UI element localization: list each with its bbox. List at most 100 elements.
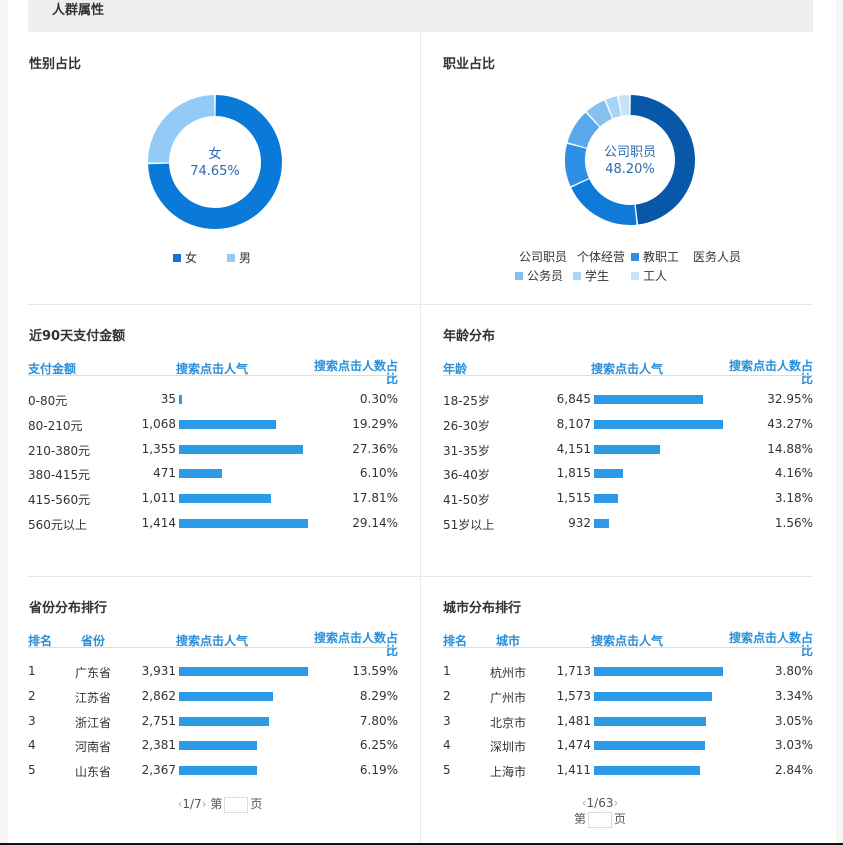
legend-label: 工人 xyxy=(643,269,668,283)
click-count: 1,411 xyxy=(556,763,591,778)
column-header[interactable]: 搜索点击人数占比 xyxy=(728,631,813,658)
donut-slice[interactable] xyxy=(571,179,637,225)
payment-table: 支付金额 搜索点击人气 搜索点击人数占比 0-80元 35 0.30% 80-210元 1,0… xyxy=(28,360,398,540)
click-count: 2,862 xyxy=(141,688,176,703)
column-header[interactable]: 城市 xyxy=(496,634,521,648)
click-count: 1,355 xyxy=(141,441,176,456)
province-table: 排名 省份 搜索点击人气 搜索点击人数占比 1 广东省 3,931 13.59% 2 江苏省 2,8… xyxy=(28,632,398,782)
legend-label: 学生 xyxy=(585,269,610,283)
table-row: 4 河南省 2,381 6.25% xyxy=(28,738,398,758)
region-name: 杭州市 xyxy=(490,666,527,680)
rank: 4 xyxy=(28,738,36,753)
donut-slice[interactable] xyxy=(148,95,282,229)
goto-prefix: 第 xyxy=(210,797,223,811)
page-input[interactable] xyxy=(588,811,612,828)
table-row: 80-210元 1,068 19.29% xyxy=(28,417,398,437)
donut-slice[interactable] xyxy=(630,95,695,225)
table-row: 210-380元 1,355 27.36% xyxy=(28,442,398,462)
donut-slice[interactable] xyxy=(586,100,613,127)
column-header[interactable]: 搜索点击人气 xyxy=(591,634,664,648)
column-header[interactable]: 年龄 xyxy=(443,362,468,376)
legend-item[interactable]: 学生 xyxy=(573,267,625,284)
age-title: 年龄分布 xyxy=(443,329,496,344)
value-bar xyxy=(179,741,258,751)
donut-slice[interactable] xyxy=(605,96,622,119)
column-header[interactable]: 搜索点击人数占比 xyxy=(313,359,398,386)
column-header[interactable]: 搜索点击人气 xyxy=(176,634,249,648)
bottom-edge xyxy=(0,843,843,845)
gender-title: 性别占比 xyxy=(29,57,82,72)
goto-suffix: 页 xyxy=(614,812,627,826)
click-count: 1,414 xyxy=(141,516,176,530)
donut-slice[interactable] xyxy=(618,95,630,116)
occupation-donut: 公司职员 48.20% xyxy=(565,95,695,225)
column-divider xyxy=(420,32,421,845)
percent: 2.84% xyxy=(774,763,813,778)
legend-item[interactable]: 个体经营 xyxy=(573,248,625,265)
rank: 3 xyxy=(28,713,36,728)
legend-item[interactable]: 医务人员 xyxy=(689,248,741,265)
column-header[interactable]: 搜索点击人数占比 xyxy=(728,359,813,386)
column-header[interactable]: 搜索点击人数占比 xyxy=(313,631,398,658)
occupation-legend: 公司职员 个体经营 教职工 医务人员公务员 学生 工人 xyxy=(515,248,745,284)
percent: 13.59% xyxy=(352,664,398,678)
table-row: 0-80元 35 0.30% xyxy=(28,392,398,412)
legend-item[interactable]: 公司职员 xyxy=(515,248,567,265)
legend-item[interactable]: 女 xyxy=(173,249,197,266)
region-name: 浙江省 xyxy=(75,715,112,730)
column-header[interactable]: 排名 xyxy=(443,634,468,648)
column-header[interactable]: 支付金额 xyxy=(28,362,77,376)
column-header[interactable]: 搜索点击人气 xyxy=(176,362,249,376)
value-bar xyxy=(594,469,623,479)
prev-page-button[interactable]: ‹ xyxy=(177,797,183,811)
legend-item[interactable]: 工人 xyxy=(631,267,683,284)
rank: 1 xyxy=(443,664,451,678)
goto-prefix: 第 xyxy=(573,812,586,826)
prev-page-button[interactable]: ‹ xyxy=(581,796,587,810)
value-bar xyxy=(179,469,222,479)
region-name: 上海市 xyxy=(490,765,527,780)
province-title: 省份分布排行 xyxy=(29,601,108,616)
donut-slice[interactable] xyxy=(565,143,589,187)
table-row: 2 广州市 1,573 3.34% xyxy=(443,689,813,709)
page-input[interactable] xyxy=(224,796,249,813)
click-count: 1,573 xyxy=(556,688,591,703)
legend-swatch xyxy=(515,271,523,280)
percent: 6.25% xyxy=(359,738,398,753)
next-page-button[interactable]: › xyxy=(613,796,619,810)
donut-slice[interactable] xyxy=(148,95,215,163)
payment-title: 近90天支付金额 xyxy=(29,329,126,344)
percent: 43.27% xyxy=(767,416,813,431)
value-bar xyxy=(594,444,661,454)
value-bar xyxy=(594,766,701,776)
value-bar xyxy=(594,741,705,751)
column-header[interactable]: 搜索点击人气 xyxy=(591,362,664,376)
percent: 3.03% xyxy=(774,738,813,753)
percent: 29.14% xyxy=(352,516,398,530)
legend-item[interactable]: 教职工 xyxy=(631,248,683,265)
region-name: 深圳市 xyxy=(490,740,527,755)
table-row: 1 杭州市 1,713 3.80% xyxy=(443,664,813,684)
column-header[interactable]: 省份 xyxy=(81,634,106,648)
column-header[interactable]: 排名 xyxy=(28,634,53,648)
click-count: 35 xyxy=(160,392,176,406)
click-count: 2,367 xyxy=(141,763,176,778)
percent: 32.95% xyxy=(767,392,813,406)
percent: 3.34% xyxy=(774,688,813,703)
goto-suffix: 页 xyxy=(250,797,263,811)
rank: 2 xyxy=(28,688,36,703)
legend-item[interactable]: 男 xyxy=(227,249,251,266)
range-label: 41-50岁 xyxy=(443,493,490,508)
legend-label: 男 xyxy=(239,251,252,265)
header-underline xyxy=(28,647,398,648)
donut-slice[interactable] xyxy=(567,112,600,148)
next-page-button[interactable]: › xyxy=(201,797,207,811)
section-header: 人群属性 xyxy=(28,0,813,32)
legend-item[interactable]: 公务员 xyxy=(515,267,567,284)
range-label: 36-40岁 xyxy=(443,468,490,483)
rank: 4 xyxy=(443,738,451,753)
header-underline xyxy=(443,647,813,648)
range-label: 0-80元 xyxy=(28,394,68,408)
legend-swatch xyxy=(227,253,236,262)
region-name: 河南省 xyxy=(75,740,112,755)
